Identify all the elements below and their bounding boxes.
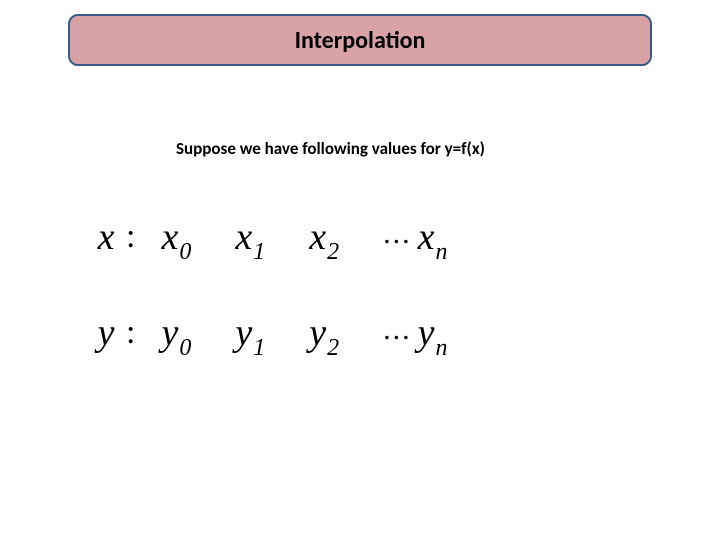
y2-term: y2 bbox=[309, 311, 339, 355]
colon: : bbox=[126, 218, 135, 256]
subtitle-text: Suppose we have following values for y=f… bbox=[176, 138, 485, 159]
x0-term: x0 bbox=[161, 215, 191, 259]
dots: ... bbox=[383, 217, 412, 251]
yn-term: yn bbox=[418, 311, 448, 355]
x-var: x bbox=[90, 215, 122, 259]
dots: ... bbox=[383, 313, 412, 347]
y-row: y : y0 y1 y2 ... yn bbox=[90, 311, 447, 355]
math-area: x : x0 x1 x2 ... xn y : y0 y1 y2 ... yn bbox=[90, 215, 447, 407]
x2-term: x2 bbox=[309, 215, 339, 259]
y-var: y bbox=[90, 311, 122, 355]
y0-term: y0 bbox=[161, 311, 191, 355]
y1-term: y1 bbox=[235, 311, 265, 355]
xn-term: xn bbox=[418, 215, 448, 259]
colon: : bbox=[126, 314, 135, 352]
x-row: x : x0 x1 x2 ... xn bbox=[90, 215, 447, 259]
title-text: Interpolation bbox=[295, 26, 426, 55]
x1-term: x1 bbox=[235, 215, 265, 259]
title-box: Interpolation bbox=[68, 14, 652, 66]
